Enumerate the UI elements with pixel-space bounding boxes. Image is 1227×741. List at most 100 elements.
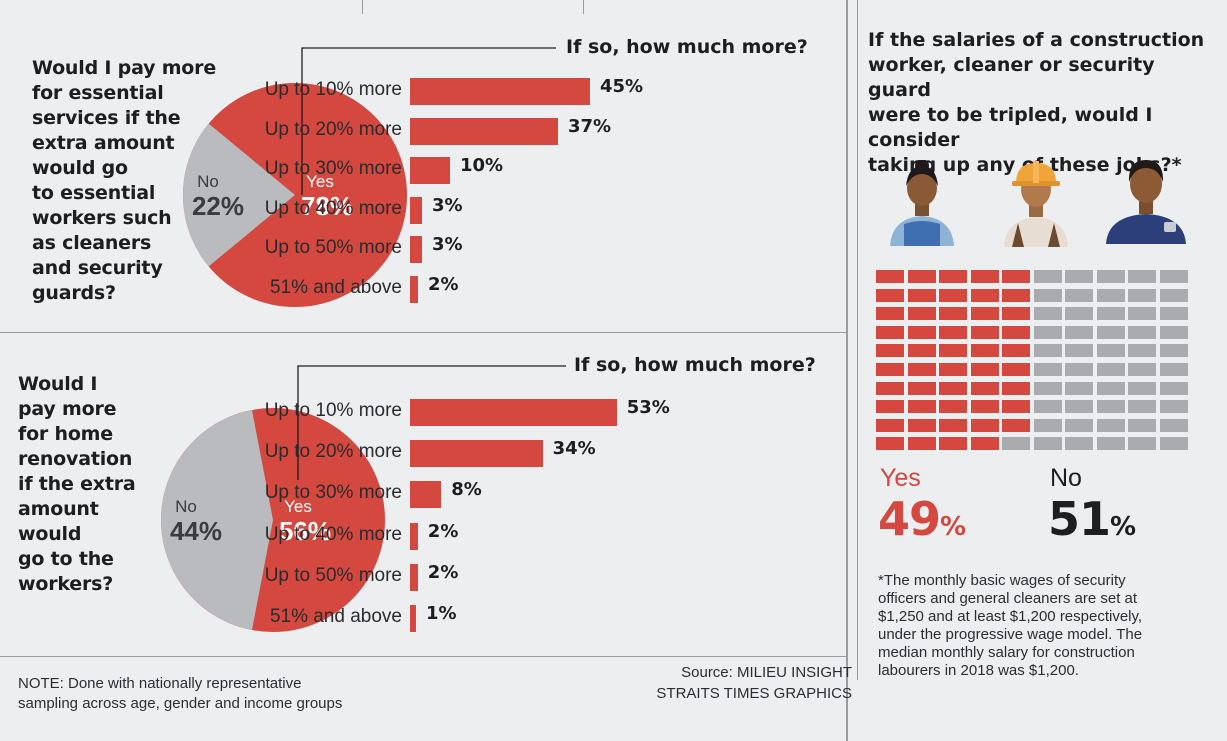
cleaner-icon bbox=[890, 160, 954, 246]
waffle-cell-yes bbox=[907, 270, 936, 283]
waffle-cell-yes bbox=[939, 363, 967, 376]
bar-chart-title-1: If so, how much more? bbox=[566, 36, 808, 58]
question-line: were to be tripled, would I consider bbox=[868, 104, 1153, 151]
waffle-cell-no bbox=[1065, 400, 1093, 414]
waffle-cell-no bbox=[1159, 325, 1188, 339]
waffle-cell-yes bbox=[876, 344, 904, 358]
waffle-cell-no bbox=[1096, 400, 1125, 414]
waffle-cell-no bbox=[1096, 437, 1125, 451]
bar-row: Up to 10% more 53% bbox=[240, 393, 840, 433]
yes-percent: 49 bbox=[878, 492, 941, 546]
waffle-cell-yes bbox=[939, 270, 967, 283]
bar-category-label: Up to 20% more bbox=[264, 441, 402, 463]
footnote: *The monthly basic wages of security off… bbox=[878, 572, 1218, 680]
waffle-cell-yes bbox=[876, 381, 904, 395]
bar-category-label: Up to 50% more bbox=[264, 564, 402, 586]
bar bbox=[410, 236, 422, 263]
waffle-cell-yes bbox=[970, 344, 999, 358]
waffle-cell-no bbox=[1033, 288, 1062, 302]
bar bbox=[410, 440, 543, 468]
waffle-cell-yes bbox=[876, 270, 904, 283]
waffle-cell-no bbox=[1065, 437, 1093, 451]
bar-value-label: 10% bbox=[460, 155, 504, 176]
waffle-cell-yes bbox=[876, 325, 904, 339]
waffle-cell-yes bbox=[907, 325, 936, 339]
question-line: pay more bbox=[18, 398, 117, 420]
waffle-cell-yes bbox=[970, 363, 999, 376]
yes-label: Yes bbox=[880, 464, 921, 492]
bar bbox=[410, 196, 422, 224]
waffle-cell-yes bbox=[876, 288, 904, 302]
waffle-cell-no bbox=[1159, 381, 1188, 395]
bar-value-label: 37% bbox=[568, 115, 612, 137]
bar-category-label: Up to 10% more bbox=[264, 79, 402, 100]
bar-category-label: Up to 10% more bbox=[264, 400, 402, 421]
note-line: NOTE: Done with nationally representativ… bbox=[18, 675, 302, 692]
waffle-cell-no bbox=[1033, 307, 1062, 321]
question-line: services if the bbox=[32, 107, 181, 129]
question-line: and security bbox=[32, 257, 163, 279]
vertical-divider-inner bbox=[857, 0, 858, 680]
waffle-cell-no bbox=[1159, 400, 1188, 414]
horizontal-divider-middle bbox=[0, 332, 846, 333]
waffle-cell-yes bbox=[970, 381, 999, 395]
waffle-cell-no bbox=[1033, 418, 1062, 432]
pie-slice-no bbox=[183, 123, 295, 267]
bar-category-label: Up to 40% more bbox=[264, 197, 402, 219]
construction-worker-icon bbox=[1004, 161, 1068, 247]
bar-row: Up to 20% more 37% bbox=[240, 112, 840, 152]
bar bbox=[410, 399, 617, 426]
question-line: If the salaries of a construction bbox=[868, 29, 1205, 51]
waffle-cell-no bbox=[1128, 400, 1156, 414]
waffle-cell-yes bbox=[1002, 363, 1030, 376]
bar bbox=[410, 275, 418, 303]
pie-label-no-value: 44% bbox=[170, 516, 222, 546]
vertical-divider-top bbox=[846, 0, 848, 741]
waffle-cell-yes bbox=[876, 363, 904, 376]
yes-value: 49% bbox=[878, 492, 966, 546]
bar-row: Up to 30% more 8% bbox=[240, 475, 840, 515]
bar-category-label: Up to 30% more bbox=[264, 482, 402, 504]
question-line: Would I bbox=[18, 373, 98, 395]
waffle-cell-yes bbox=[907, 307, 936, 321]
waffle-cell-no bbox=[1096, 344, 1125, 358]
waffle-cell-no bbox=[1065, 270, 1093, 283]
waffle-cell-yes bbox=[907, 418, 936, 432]
question-line: go to the bbox=[18, 548, 114, 570]
top-tick-right bbox=[583, 0, 584, 14]
bar bbox=[410, 78, 590, 105]
bar-chart-essential-services: Up to 10% more 45% Up to 20% more 37% Up to … bbox=[240, 72, 840, 322]
waffle-cell-no bbox=[1128, 270, 1156, 283]
waffle-cell-yes bbox=[907, 363, 936, 376]
waffle-cell-no bbox=[1065, 325, 1093, 339]
waffle-cell-yes bbox=[939, 325, 967, 339]
waffle-cell-yes bbox=[907, 437, 936, 451]
bar-row: Up to 20% more 34% bbox=[240, 434, 840, 474]
bar-value-label: 53% bbox=[626, 397, 670, 418]
waffle-cell-no bbox=[1033, 363, 1062, 376]
waffle-cell-no bbox=[1065, 344, 1093, 358]
waffle-cell-no bbox=[1159, 307, 1188, 321]
pie-label-no-name: No bbox=[197, 172, 219, 191]
waffle-cell-yes bbox=[970, 325, 999, 339]
waffle-cell-yes bbox=[907, 381, 936, 395]
no-percent: 51 bbox=[1048, 492, 1111, 546]
waffle-cell-no bbox=[1159, 363, 1188, 376]
question-line: extra amount bbox=[32, 132, 175, 154]
waffle-cell-no bbox=[1033, 437, 1062, 451]
waffle-cell-no bbox=[1033, 381, 1062, 395]
pie-label-yes-name: Yes bbox=[284, 497, 312, 516]
leader-line-1 bbox=[301, 47, 556, 195]
waffle-cell-yes bbox=[876, 418, 904, 432]
waffle-cell-yes bbox=[939, 381, 967, 395]
waffle-cell-yes bbox=[907, 400, 936, 414]
waffle-cell-no bbox=[1065, 381, 1093, 395]
bar-category-label: Up to 40% more bbox=[264, 523, 402, 545]
waffle-cell-no bbox=[1065, 307, 1093, 321]
bar-row: 51% and above 1% bbox=[240, 599, 840, 639]
question-line: workers? bbox=[18, 573, 114, 595]
waffle-cell-yes bbox=[1002, 307, 1030, 321]
question-essential-services: Would I pay more for essential services … bbox=[32, 56, 222, 306]
question-line: to essential bbox=[32, 182, 156, 204]
